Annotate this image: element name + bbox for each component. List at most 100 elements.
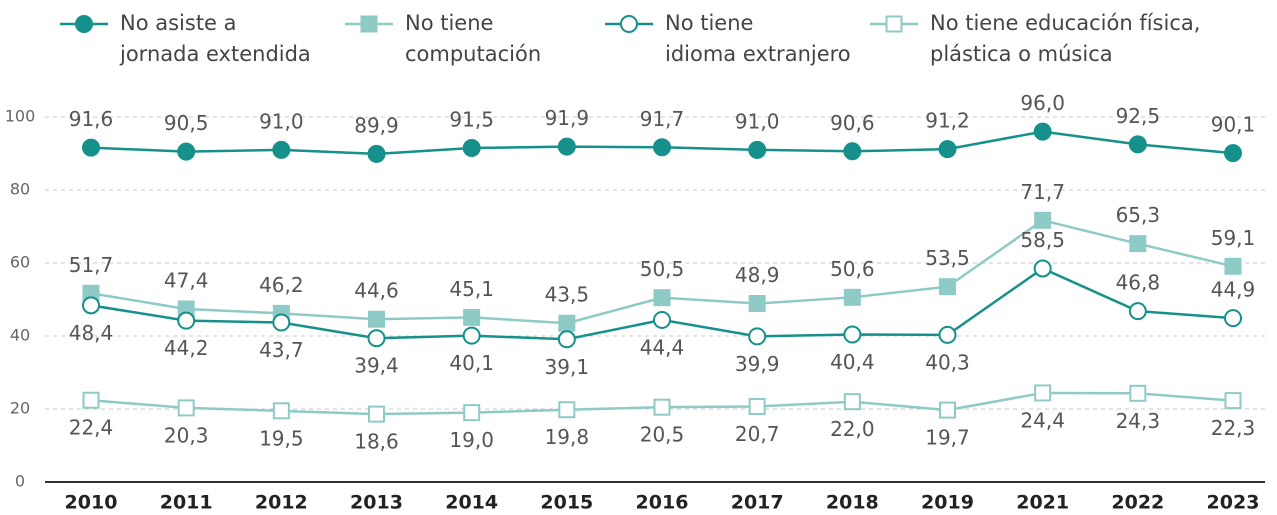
marker <box>1033 122 1052 141</box>
marker <box>82 138 100 157</box>
data-label: 18,6 <box>354 430 399 454</box>
marker <box>843 393 861 411</box>
marker <box>843 288 861 306</box>
data-label: 22,4 <box>69 416 114 440</box>
marker <box>557 137 576 156</box>
y-tick-label: 0 <box>15 472 25 491</box>
data-label: 24,3 <box>1116 409 1161 433</box>
data-label: 59,1 <box>1211 226 1256 250</box>
data-label: 96,0 <box>1020 91 1065 115</box>
y-tick-label: 80 <box>10 180 30 199</box>
marker <box>939 401 956 419</box>
data-label: 46,8 <box>1116 271 1161 295</box>
marker <box>272 140 291 159</box>
marker <box>653 398 671 416</box>
data-label: 44,4 <box>640 335 685 359</box>
marker <box>272 402 290 420</box>
marker <box>843 142 862 161</box>
x-tick-label: 2022 <box>1111 492 1164 514</box>
marker <box>360 15 378 33</box>
marker <box>653 138 671 157</box>
y-tick-label: 60 <box>10 253 30 272</box>
marker <box>177 311 196 330</box>
marker <box>748 140 767 159</box>
marker <box>1128 302 1147 321</box>
marker <box>557 330 576 349</box>
marker <box>463 308 481 326</box>
x-tick-label: 2013 <box>350 492 403 514</box>
data-label: 19,0 <box>449 428 494 452</box>
marker <box>82 391 100 409</box>
marker <box>938 325 957 344</box>
data-label: 40,4 <box>830 350 875 374</box>
x-tick-label: 2021 <box>1016 492 1069 514</box>
data-label: 24,4 <box>1020 408 1065 432</box>
data-label: 50,5 <box>640 257 685 281</box>
marker <box>558 314 576 332</box>
data-label: 91,2 <box>925 109 970 133</box>
marker <box>462 326 481 345</box>
data-label: 91,7 <box>640 107 685 131</box>
data-label: 48,4 <box>69 321 114 345</box>
legend-label: No tiene educación física, plástica o mú… <box>930 11 1201 66</box>
marker <box>885 15 903 33</box>
data-label: 51,7 <box>69 253 114 277</box>
marker <box>1129 235 1147 253</box>
marker <box>1224 144 1242 163</box>
data-label: 90,1 <box>1211 113 1256 137</box>
marker <box>748 327 767 346</box>
data-label: 39,4 <box>354 354 399 378</box>
data-label: 19,7 <box>925 426 970 450</box>
marker <box>272 313 291 332</box>
x-tick-label: 2017 <box>731 492 784 514</box>
data-label: 91,0 <box>259 109 304 133</box>
data-label: 58,5 <box>1020 228 1065 252</box>
marker <box>368 405 385 423</box>
marker <box>1034 384 1052 402</box>
data-label: 91,9 <box>545 106 590 130</box>
marker <box>1128 135 1147 154</box>
marker <box>653 289 671 307</box>
data-label: 19,5 <box>259 426 304 450</box>
marker <box>1033 259 1052 278</box>
data-label: 44,9 <box>1211 278 1256 302</box>
data-label: 43,5 <box>545 283 590 307</box>
data-label: 40,3 <box>925 350 970 374</box>
data-label: 44,6 <box>354 279 399 303</box>
data-label: 43,7 <box>259 338 304 362</box>
data-label: 91,6 <box>69 107 114 131</box>
data-label: 46,2 <box>259 273 304 297</box>
data-label: 65,3 <box>1116 203 1161 227</box>
y-tick-label: 100 <box>5 107 36 126</box>
marker <box>367 144 386 163</box>
marker <box>939 278 956 296</box>
marker <box>653 310 671 329</box>
marker <box>620 15 638 33</box>
data-label: 47,4 <box>164 268 209 292</box>
data-label: 44,2 <box>164 336 209 360</box>
data-label: 19,8 <box>545 425 590 449</box>
marker <box>938 140 957 159</box>
legend-label: No asiste a jornada extendida <box>120 11 311 66</box>
data-label: 90,6 <box>830 111 875 135</box>
marker <box>177 142 196 161</box>
marker <box>463 404 481 422</box>
x-tick-label: 2023 <box>1207 492 1260 514</box>
data-label: 20,7 <box>735 422 780 446</box>
x-tick-label: 2015 <box>540 492 593 514</box>
x-tick-label: 2019 <box>921 492 974 514</box>
data-label: 39,9 <box>735 352 780 376</box>
data-label: 40,1 <box>449 351 494 375</box>
x-tick-label: 2016 <box>636 492 689 514</box>
data-label: 92,5 <box>1116 104 1161 128</box>
marker <box>1224 257 1242 275</box>
x-tick-label: 2018 <box>826 492 879 514</box>
y-tick-label: 40 <box>10 326 30 345</box>
marker <box>367 329 386 348</box>
data-label: 91,0 <box>735 109 780 133</box>
data-label: 89,9 <box>354 113 399 137</box>
marker <box>1224 309 1242 328</box>
marker <box>75 15 93 33</box>
